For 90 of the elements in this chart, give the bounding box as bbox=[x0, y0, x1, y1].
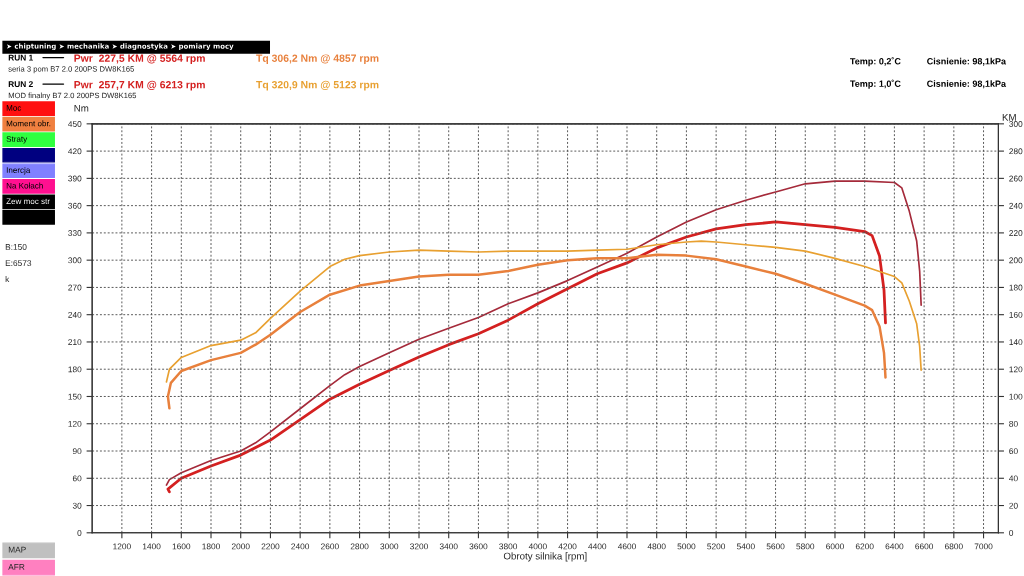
x-tick-label: 4600 bbox=[617, 543, 636, 550]
x-tick-label: 3600 bbox=[469, 543, 488, 550]
y-tick-label: 450 bbox=[68, 121, 82, 127]
line-series bbox=[166, 220, 887, 494]
text: AFR bbox=[8, 564, 25, 570]
y2-tick-label: 300 bbox=[1009, 121, 1023, 127]
text: Pwr 227,5 KM @ 5564 rpm bbox=[74, 54, 205, 64]
line-series bbox=[166, 253, 887, 410]
y2-tick-label: 180 bbox=[1009, 284, 1023, 291]
x-tick-label: 2600 bbox=[321, 543, 339, 550]
text: Tq 320,9 Nm @ 5123 rpm bbox=[256, 80, 379, 91]
y2-tick-label: 0 bbox=[1009, 530, 1014, 536]
x-tick-label: 3400 bbox=[439, 543, 458, 550]
y2-tick-label: 140 bbox=[1009, 339, 1023, 346]
x-tick-label: 2800 bbox=[350, 543, 369, 550]
x-tick-label: 4200 bbox=[558, 543, 577, 550]
x-tick-label: 6600 bbox=[915, 543, 934, 550]
x-tick-label: 6800 bbox=[944, 543, 963, 550]
text: Cisnienie: 98,1kPa bbox=[927, 80, 1007, 89]
text: k bbox=[5, 276, 10, 283]
y-tick-label: 150 bbox=[68, 393, 82, 400]
text: Temp: 1,0˚C bbox=[850, 79, 901, 89]
x-tick-label: 3000 bbox=[380, 543, 399, 550]
text: RUN 2 bbox=[8, 81, 33, 88]
text: Temp: 0,2˚C bbox=[850, 57, 901, 67]
y-axis-title: Nm bbox=[74, 104, 89, 112]
y-tick-label: 240 bbox=[68, 311, 82, 318]
line-series bbox=[165, 240, 922, 383]
x-tick-label: 5200 bbox=[707, 543, 726, 550]
x-tick-label: 5400 bbox=[736, 543, 755, 550]
x-tick-label: 4800 bbox=[647, 543, 666, 550]
x-tick-label: 7000 bbox=[974, 543, 993, 550]
text: Zew moc str bbox=[6, 198, 50, 205]
text: MAP bbox=[8, 546, 26, 553]
y2-tick-label: 20 bbox=[1009, 502, 1018, 509]
y2-tick-label: 40 bbox=[1009, 475, 1018, 482]
x-tick-label: 5600 bbox=[766, 543, 785, 550]
y2-tick-label: 260 bbox=[1009, 175, 1023, 182]
y2-tick-label: 200 bbox=[1009, 257, 1023, 264]
x-tick-label: 6200 bbox=[855, 543, 874, 550]
x-axis-title: Obroty silnika [rpm] bbox=[503, 552, 587, 562]
y2-tick-label: 280 bbox=[1009, 148, 1023, 155]
y-tick-label: 360 bbox=[68, 202, 82, 209]
x-tick-label: 3200 bbox=[410, 543, 428, 550]
x-tick-label: 2200 bbox=[261, 543, 280, 550]
text: Moc bbox=[6, 105, 22, 111]
x-tick-label: 4400 bbox=[588, 543, 607, 550]
y-tick-label: 330 bbox=[68, 230, 82, 236]
y-tick-label: 210 bbox=[68, 339, 82, 346]
y-tick-label: 120 bbox=[68, 420, 82, 427]
y-tick-label: 90 bbox=[72, 448, 82, 455]
y-tick-label: 180 bbox=[68, 366, 82, 373]
text: Na Kołach bbox=[6, 182, 43, 189]
y2-tick-label: 160 bbox=[1009, 311, 1023, 318]
y2-axis-title: KM bbox=[1002, 113, 1016, 121]
text: Tq 306,2 Nm @ 4857 rpm bbox=[256, 54, 379, 64]
y-tick-label: 300 bbox=[68, 257, 82, 264]
x-tick-label: 1800 bbox=[202, 543, 220, 550]
text: Pwr 257,7 KM @ 6213 rpm bbox=[74, 80, 205, 91]
x-tick-label: 3800 bbox=[499, 543, 518, 550]
x-tick-label: 4000 bbox=[528, 543, 547, 550]
y2-tick-label: 60 bbox=[1009, 448, 1018, 455]
x-tick-label: 5800 bbox=[796, 543, 815, 550]
x-tick-label: 1400 bbox=[142, 543, 161, 550]
y-tick-label: 60 bbox=[72, 475, 82, 482]
y-tick-label: 270 bbox=[68, 284, 82, 291]
y2-tick-label: 220 bbox=[1009, 230, 1023, 236]
y-tick-label: 0 bbox=[77, 530, 82, 536]
y2-tick-label: 120 bbox=[1009, 366, 1023, 373]
y2-tick-label: 80 bbox=[1009, 420, 1018, 427]
text: B:150 bbox=[5, 244, 27, 250]
x-tick-label: 2400 bbox=[291, 543, 310, 550]
x-tick-label: 1600 bbox=[172, 543, 191, 550]
text: Inercja bbox=[6, 167, 31, 175]
y-tick-label: 30 bbox=[72, 502, 82, 509]
x-tick-label: 6000 bbox=[826, 543, 844, 550]
text: Moment obr. bbox=[6, 120, 51, 127]
text: RUN 1 bbox=[8, 54, 33, 61]
text: Cisnienie: 98,1kPa bbox=[927, 57, 1007, 66]
line-series bbox=[165, 180, 922, 486]
x-tick-label: 2000 bbox=[231, 543, 250, 550]
y2-tick-label: 100 bbox=[1009, 393, 1023, 400]
x-tick-label: 6400 bbox=[885, 543, 904, 550]
x-tick-label: 1200 bbox=[113, 543, 131, 550]
x-tick-label: 5000 bbox=[677, 543, 696, 550]
text: E:6573 bbox=[5, 260, 32, 267]
y-tick-label: 420 bbox=[68, 148, 82, 155]
y2-tick-label: 240 bbox=[1009, 202, 1023, 209]
text: Straty bbox=[6, 136, 28, 144]
y-tick-label: 390 bbox=[68, 175, 82, 182]
